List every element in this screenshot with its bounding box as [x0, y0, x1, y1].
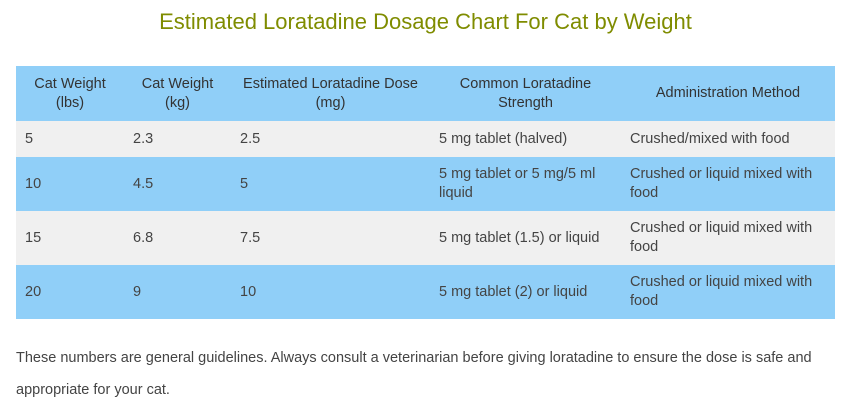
- table-cell: Crushed or liquid mixed with food: [621, 265, 835, 319]
- table-cell: 10: [231, 265, 430, 319]
- table-cell: 5 mg tablet (2) or liquid: [430, 265, 621, 319]
- column-header: Cat Weight (kg): [124, 66, 231, 121]
- table-cell: Crushed/mixed with food: [621, 121, 835, 157]
- table-cell: Crushed or liquid mixed with food: [621, 211, 835, 265]
- table-cell: 6.8: [124, 211, 231, 265]
- table-row: 5 2.3 2.5 5 mg tablet (halved) Crushed/mixed…: [16, 121, 835, 157]
- table-cell: 5: [16, 121, 124, 157]
- table-cell: 5 mg tablet (1.5) or liquid: [430, 211, 621, 265]
- note: These numbers are general guidelines. Al…: [16, 350, 812, 398]
- table-cell: 5 mg tablet (halved): [430, 121, 621, 157]
- title: Estimated Loratadine Dosage Chart For Ca…: [159, 9, 692, 34]
- column-header: Administration Method: [621, 66, 835, 121]
- table-cell: 2.3: [124, 121, 231, 157]
- table-cell: 9: [124, 265, 231, 319]
- table-cell: 7.5: [231, 211, 430, 265]
- table-cell: 20: [16, 265, 124, 319]
- table-row: 10 4.5 5 5 mg tablet or 5 mg/5 ml liquid Cru…: [16, 157, 835, 211]
- table-cell: Crushed or liquid mixed with food: [621, 157, 835, 211]
- column-header: Estimated Loratadine Dose (mg): [231, 66, 430, 121]
- table-cell: 2.5: [231, 121, 430, 157]
- table-cell: 5 mg tablet or 5 mg/5 ml liquid: [430, 157, 621, 211]
- table-row: 20 9 10 5 mg tablet (2) or liquid Crushed or…: [16, 265, 835, 319]
- table-cell: 5: [231, 157, 430, 211]
- header-row: Cat Weight (lbs) Cat Weight (kg) Estimated…: [16, 66, 835, 121]
- table-row: 15 6.8 7.5 5 mg tablet (1.5) or liquid Crush…: [16, 211, 835, 265]
- column-header: Cat Weight (lbs): [16, 66, 124, 121]
- column-header: Common Loratadine Strength: [430, 66, 621, 121]
- table-cell: 4.5: [124, 157, 231, 211]
- table-cell: 10: [16, 157, 124, 211]
- dosage-table: Cat Weight (lbs) Cat Weight (kg) Estimated…: [16, 66, 835, 319]
- table-cell: 15: [16, 211, 124, 265]
